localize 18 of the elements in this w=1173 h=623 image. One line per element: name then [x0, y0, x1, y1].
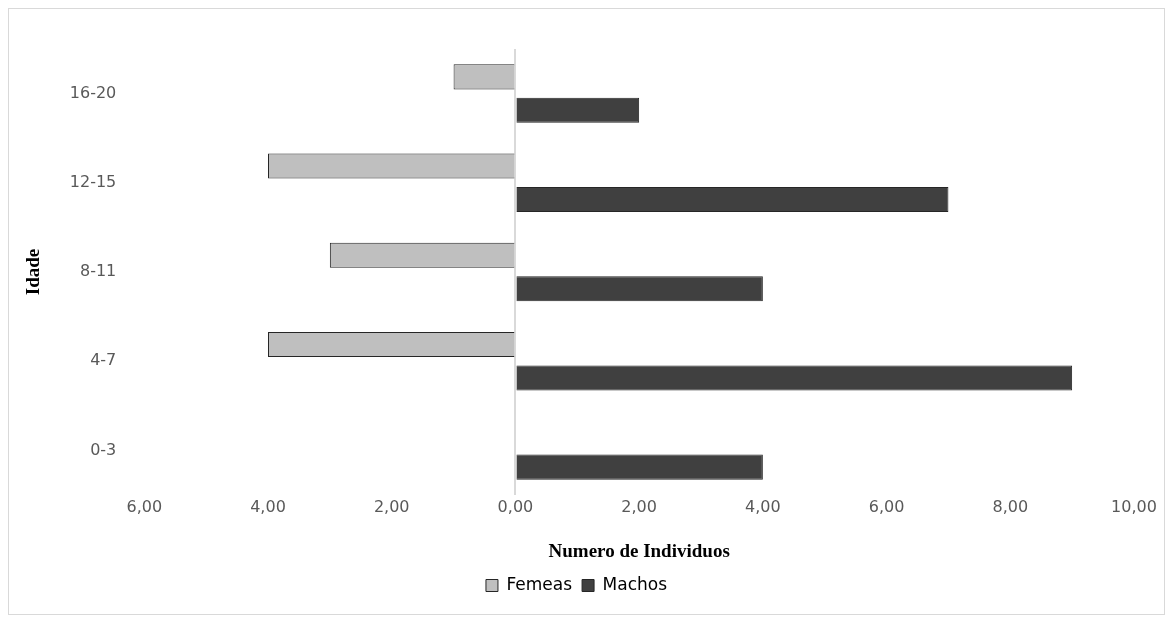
y-axis-title: Idade [22, 248, 44, 296]
legend-label: Machos [602, 573, 668, 594]
x-tick-label: 8,00 [992, 496, 1029, 516]
x-tick-label: 6,00 [868, 496, 905, 516]
legend-label: Femeas [506, 573, 573, 594]
x-tick-label: 6,00 [126, 496, 163, 516]
y-tick-label: 16-20 [69, 82, 117, 102]
y-tick-label: 4-7 [90, 350, 117, 370]
x-tick-label: 10,00 [1111, 496, 1157, 516]
x-tick-label: 2,00 [621, 496, 657, 516]
x-tick-label: 4,00 [250, 496, 286, 516]
x-tick-label: 4,00 [745, 496, 781, 516]
y-tick-label: 8-11 [79, 261, 117, 281]
x-tick-label: 2,00 [373, 496, 410, 516]
y-tick-label: 12-15 [69, 171, 117, 191]
x-tick-label: 0,00 [497, 496, 534, 516]
x-axis-title: Numero de Individuos [548, 539, 730, 561]
y-tick-label: 0-3 [90, 439, 117, 459]
